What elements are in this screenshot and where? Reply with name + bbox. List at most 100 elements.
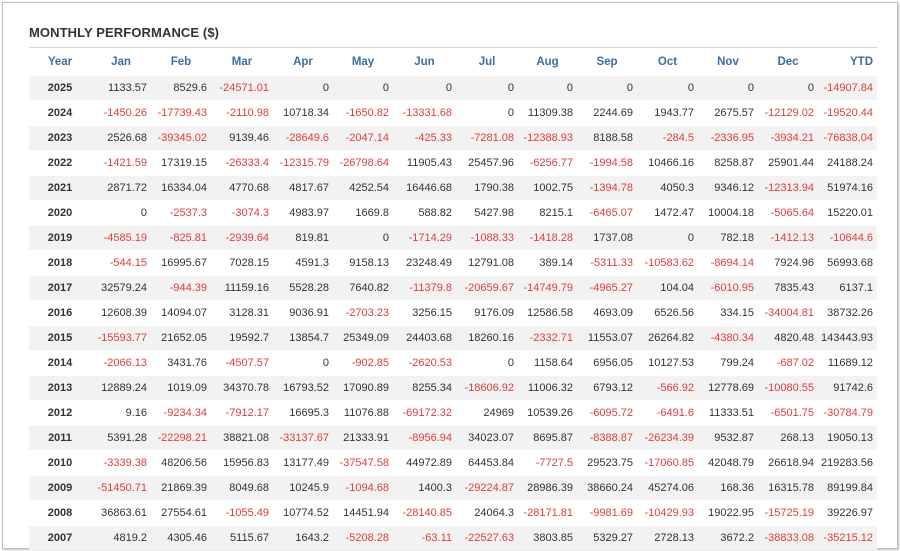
column-header-oct: Oct <box>657 56 678 68</box>
month-value-cell: 5427.98 <box>456 200 518 226</box>
ytd-cell: -35215.12 <box>818 525 877 550</box>
table-row: 2020 0 -2537.3 -3074.3 4983.97 1669.8 588.82 54… <box>29 200 877 226</box>
month-value-cell: -63.11 <box>393 525 456 550</box>
month-value-cell: -6501.75 <box>758 400 818 426</box>
month-value-cell: -26333.4 <box>211 150 273 176</box>
column-header-jul: Jul <box>478 56 496 68</box>
month-value-cell: 13177.49 <box>273 450 333 476</box>
month-value-cell: -18606.92 <box>456 375 518 401</box>
month-value-cell: -1418.28 <box>518 225 577 251</box>
table-row: 2010 -3339.38 48206.56 15956.83 13177.49 -375… <box>29 450 877 476</box>
table-row: 2014 -2066.13 3431.76 -4507.57 0 -902.85 -2620… <box>29 350 877 376</box>
month-value-cell: 2871.72 <box>91 175 151 201</box>
month-value-cell: 389.14 <box>518 250 577 276</box>
month-value-cell: -28649.6 <box>273 125 333 151</box>
month-value-cell: 10127.53 <box>637 350 698 376</box>
month-value-cell: -6491.6 <box>637 400 698 426</box>
month-value-cell: 42048.79 <box>698 450 758 476</box>
month-value-cell: -13331.68 <box>393 100 456 126</box>
month-value-cell: -17060.85 <box>637 450 698 476</box>
month-value-cell: -1450.26 <box>91 100 151 126</box>
month-value-cell: -5208.28 <box>333 525 393 550</box>
month-value-cell: -12313.94 <box>758 175 818 201</box>
month-value-cell: 38821.08 <box>211 425 273 451</box>
month-value-cell: 13854.7 <box>273 325 333 351</box>
month-value-cell: 268.13 <box>758 425 818 451</box>
month-value-cell: -8388.87 <box>577 425 637 451</box>
panel-title: MONTHLY PERFORMANCE ($) <box>29 25 220 40</box>
month-value-cell: 1669.8 <box>333 200 393 226</box>
month-value-cell: -4507.57 <box>211 350 273 376</box>
month-value-cell: 64453.84 <box>456 450 518 476</box>
month-value-cell: 8255.34 <box>393 375 456 401</box>
month-value-cell: 9532.87 <box>698 425 758 451</box>
month-value-cell: 44972.89 <box>393 450 456 476</box>
month-value-cell: 32579.24 <box>91 275 151 301</box>
month-value-cell: -26798.64 <box>333 150 393 176</box>
month-value-cell: -1421.59 <box>91 150 151 176</box>
month-value-cell: -37547.58 <box>333 450 393 476</box>
month-value-cell: 34370.78 <box>211 375 273 401</box>
month-value-cell: -9234.34 <box>151 400 211 426</box>
month-value-cell: -2703.23 <box>333 300 393 326</box>
month-value-cell: 26618.94 <box>758 450 818 476</box>
month-value-cell: -1412.13 <box>758 225 818 251</box>
month-value-cell: 38660.24 <box>577 475 637 501</box>
month-value-cell: 8695.87 <box>518 425 577 451</box>
month-value-cell: 19592.7 <box>211 325 273 351</box>
ytd-cell: 15220.01 <box>818 200 877 226</box>
month-value-cell: 3128.31 <box>211 300 273 326</box>
month-value-cell: 3431.76 <box>151 350 211 376</box>
month-value-cell: 1400.3 <box>393 475 456 501</box>
month-value-cell: 4770.68 <box>211 175 273 201</box>
month-value-cell: 7028.15 <box>211 250 273 276</box>
month-value-cell: 3672.2 <box>698 525 758 550</box>
month-value-cell: 8529.6 <box>151 75 211 101</box>
ytd-cell: 56993.68 <box>818 250 877 276</box>
month-value-cell: 5391.28 <box>91 425 151 451</box>
month-value-cell: -14749.79 <box>518 275 577 301</box>
month-value-cell: -3339.38 <box>91 450 151 476</box>
month-value-cell: 9176.09 <box>456 300 518 326</box>
month-value-cell: 4819.2 <box>91 525 151 550</box>
ytd-cell: 89199.84 <box>818 475 877 501</box>
table-row: 2022 -1421.59 17319.15 -26333.4 -12315.79 -26… <box>29 150 877 176</box>
month-value-cell: 26264.82 <box>637 325 698 351</box>
month-value-cell: 104.04 <box>637 275 698 301</box>
column-header-year: Year <box>47 56 73 68</box>
ytd-cell: -76838.04 <box>818 125 877 151</box>
year-cell: 2019 <box>29 225 91 251</box>
table-body: 2025 1133.57 8529.6 -24571.01 0 0 0 0 0 0 0 0 0 -1490… <box>29 75 877 550</box>
month-value-cell: 34023.07 <box>456 425 518 451</box>
month-value-cell: 0 <box>456 100 518 126</box>
year-cell: 2020 <box>29 200 91 226</box>
year-cell: 2008 <box>29 500 91 526</box>
month-value-cell: 0 <box>456 350 518 376</box>
column-header-jan: Jan <box>111 56 131 68</box>
year-cell: 2010 <box>29 450 91 476</box>
month-value-cell: 4820.48 <box>758 325 818 351</box>
month-value-cell: 1737.08 <box>577 225 637 251</box>
month-value-cell: -6095.72 <box>577 400 637 426</box>
month-value-cell: -2066.13 <box>91 350 151 376</box>
month-value-cell: 12586.58 <box>518 300 577 326</box>
month-value-cell: 4817.67 <box>273 175 333 201</box>
ytd-cell: -19520.44 <box>818 100 877 126</box>
month-value-cell: -1394.78 <box>577 175 637 201</box>
month-value-cell: 0 <box>637 75 698 101</box>
month-value-cell: 11905.43 <box>393 150 456 176</box>
month-value-cell: 10539.26 <box>518 400 577 426</box>
month-value-cell: 12778.69 <box>698 375 758 401</box>
year-cell: 2016 <box>29 300 91 326</box>
month-value-cell: -425.33 <box>393 125 456 151</box>
month-value-cell: -2047.14 <box>333 125 393 151</box>
month-value-cell: -22298.21 <box>151 425 211 451</box>
month-value-cell: 2526.68 <box>91 125 151 151</box>
month-value-cell: -3074.3 <box>211 200 273 226</box>
month-value-cell: -12129.02 <box>758 100 818 126</box>
month-value-cell: -8956.94 <box>393 425 456 451</box>
month-value-cell: -28140.85 <box>393 500 456 526</box>
table-row: 2015 -15593.77 21652.05 19592.7 13854.7 25349… <box>29 325 877 351</box>
month-value-cell: 588.82 <box>393 200 456 226</box>
month-value-cell: -34004.81 <box>758 300 818 326</box>
